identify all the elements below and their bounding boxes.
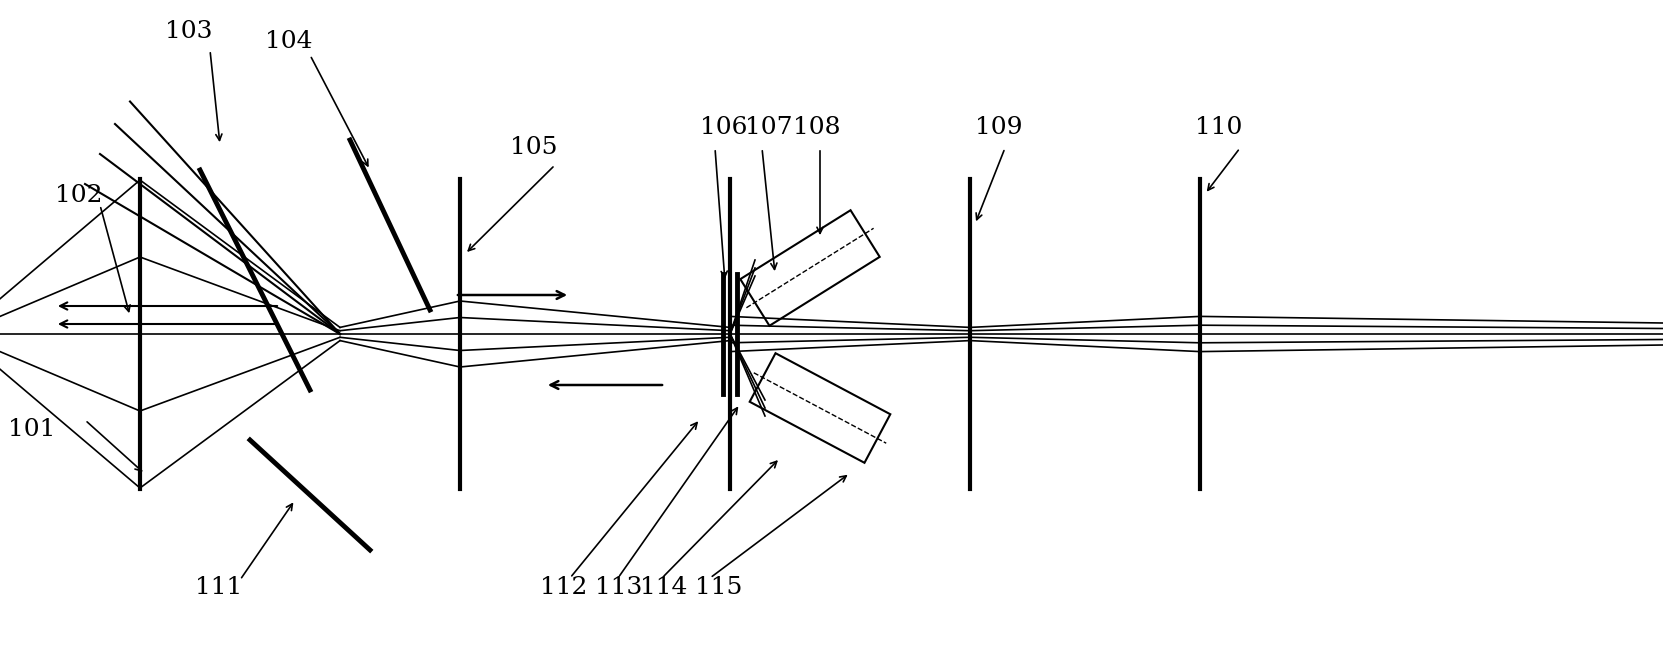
Text: 112: 112 bbox=[540, 576, 587, 599]
Text: 108: 108 bbox=[793, 116, 840, 140]
Text: 105: 105 bbox=[511, 136, 557, 160]
Text: 102: 102 bbox=[55, 184, 103, 206]
Text: 103: 103 bbox=[165, 21, 213, 43]
Text: 106: 106 bbox=[700, 116, 747, 140]
Text: 113: 113 bbox=[595, 576, 642, 599]
Text: 110: 110 bbox=[1196, 116, 1242, 140]
Text: 107: 107 bbox=[745, 116, 793, 140]
Text: 111: 111 bbox=[195, 576, 243, 599]
Text: 109: 109 bbox=[975, 116, 1023, 140]
Text: 114: 114 bbox=[640, 576, 687, 599]
Text: 104: 104 bbox=[264, 31, 313, 53]
Text: 115: 115 bbox=[695, 576, 742, 599]
Text: 101: 101 bbox=[8, 418, 55, 442]
